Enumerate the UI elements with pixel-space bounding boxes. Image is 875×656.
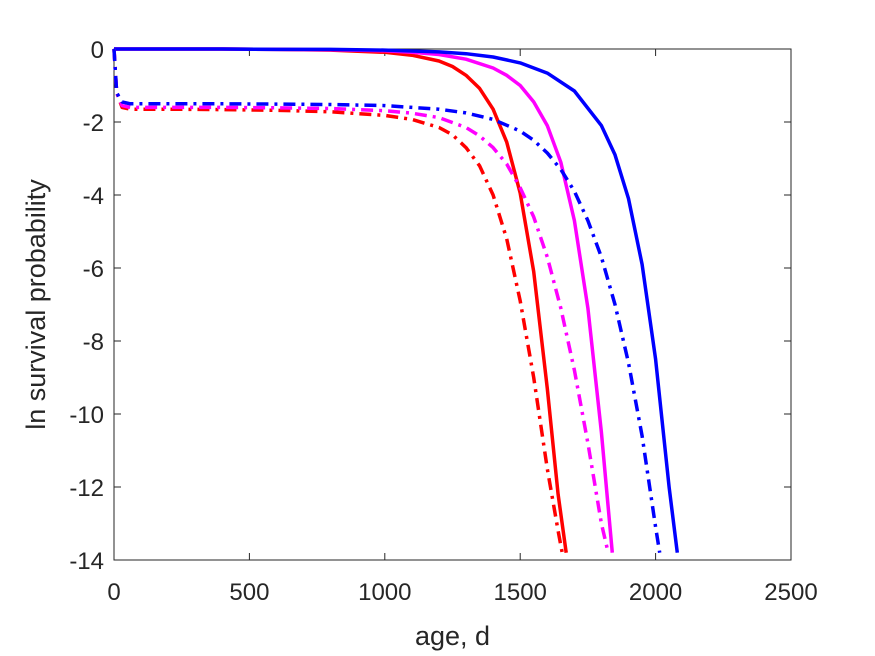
x-tick-label: 1500 [494,579,547,606]
series-line-3 [114,47,680,553]
y-tick-label: -2 [83,110,104,137]
x-tick-label: 500 [229,579,269,606]
y-tick-label: 0 [91,37,104,64]
y-tick-label: -8 [83,329,104,356]
y-tick-label: -12 [69,475,104,502]
series-line-6 [112,48,662,553]
y-axis-label: ln survival probability [21,179,51,430]
x-axis-label: age, d [415,621,490,651]
y-tick-label: -6 [83,256,104,283]
plot-area [113,48,792,561]
series-layer [112,47,680,554]
series-line-5 [112,48,610,554]
series-line-4 [112,48,564,554]
x-tick-label: 2500 [764,579,817,606]
y-tick-label: -14 [69,548,104,575]
y-axis-ticks: 0 -2 -4 -6 -8 -10 -12 -14 [69,37,791,575]
x-tick-label: 0 [107,579,120,606]
x-tick-label: 1000 [358,579,411,606]
y-tick-label: -4 [83,183,104,210]
y-tick-label: -10 [69,402,104,429]
x-tick-label: 2000 [629,579,682,606]
x-axis-ticks: 0 500 1000 1500 2000 2500 [107,49,818,606]
